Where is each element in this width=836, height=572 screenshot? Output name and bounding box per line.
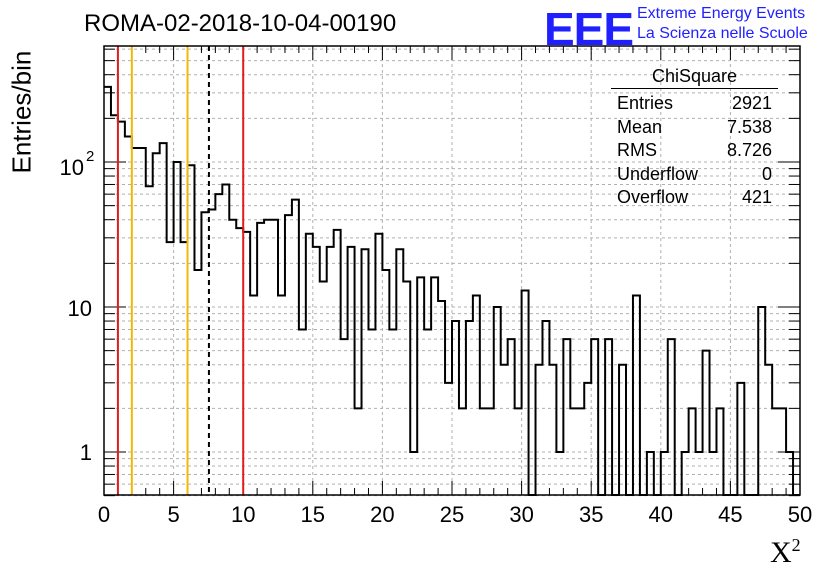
x-axis-label-base: X [770,536,792,569]
y-tick-labels: 1 10 10 2 [60,148,95,465]
stats-row-underflow: Underflow 0 [611,163,778,187]
y-tick-label-10: 10 [68,296,92,321]
x-tick-label: 5 [167,502,179,527]
stats-value: 2921 [731,93,772,113]
stats-label: Underflow [617,163,699,184]
stats-row-entries: Entries 2921 [611,92,778,116]
x-tick-label: 30 [509,502,533,527]
logo-line-2: La Scienza nelle Scuole [637,25,808,42]
x-tick-label: 40 [649,502,673,527]
x-tick-label: 50 [788,502,812,527]
plot-frame [103,45,801,496]
y-axis-label: Entries/bin [6,50,37,174]
stats-label: Entries [617,93,674,113]
x-tick-label: 20 [370,502,394,527]
logo-line-1: Extreme Energy Events [637,5,806,22]
stats-box: ChiSquare Entries 2921 Mean 7.538 RMS 8.726… [611,66,778,210]
stats-title: ChiSquare [611,66,778,89]
x-tick-labels: 0 5 10 15 20 25 30 35 40 45 50 [98,502,812,527]
stats-label: Overflow [617,187,689,207]
x-axis-label-exponent: 2 [791,535,801,555]
x-tick-label: 0 [98,502,110,527]
x-tick-label: 25 [440,502,464,527]
stats-row-mean: Mean 7.538 [611,116,778,140]
stats-label: RMS [617,140,657,160]
reference-lines [116,46,245,495]
stats-value: 8.726 [726,140,772,160]
x-tick-label: 45 [718,502,742,527]
stats-row-rms: RMS 8.726 [611,139,778,163]
stats-label: Mean [617,116,663,137]
y-tick-label-1: 1 [80,440,92,465]
stats-value: 421 [741,187,772,207]
x-tick-label: 15 [301,502,325,527]
stats-value: 0 [761,163,772,184]
x-tick-label: 35 [579,502,603,527]
x-axis-label: X2 [770,535,801,570]
x-tick-label: 10 [231,502,255,527]
plot-title: ROMA-02-2018-10-04-00190 [84,10,397,37]
eee-logo-mark: EEE [544,3,634,55]
stats-value: 7.538 [726,116,772,137]
y-tick-label-100-exponent: 2 [86,148,94,165]
y-tick-label-100-base: 10 [60,155,84,180]
stats-row-overflow: Overflow 421 [611,186,778,210]
